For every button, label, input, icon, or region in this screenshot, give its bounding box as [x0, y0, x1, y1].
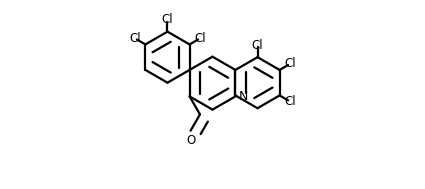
Text: N: N [239, 90, 248, 103]
Text: Cl: Cl [284, 95, 296, 108]
Text: Cl: Cl [252, 39, 264, 52]
Text: O: O [186, 134, 195, 147]
Text: Cl: Cl [284, 57, 296, 70]
Text: Cl: Cl [129, 32, 141, 45]
Text: Cl: Cl [194, 32, 206, 45]
Text: Cl: Cl [162, 13, 173, 26]
